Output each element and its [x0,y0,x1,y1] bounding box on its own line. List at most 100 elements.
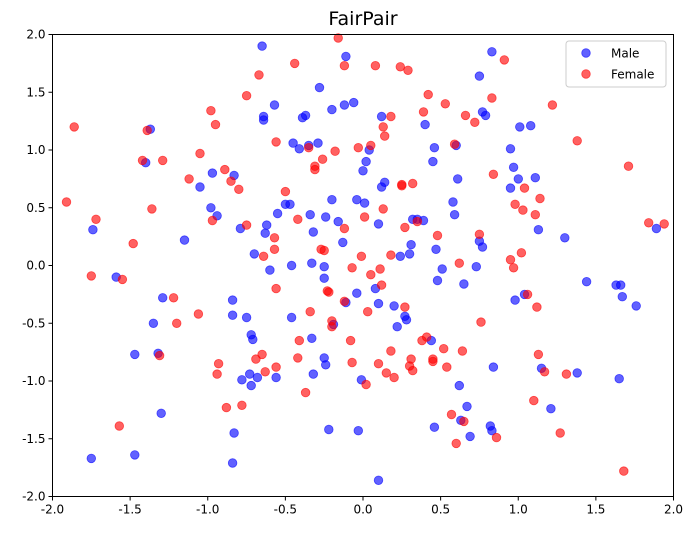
data-point-female [333,33,343,43]
data-point-female [561,369,572,379]
data-point-female [69,122,79,132]
y-tick-label: 1.0 [26,143,45,157]
data-point-female [128,238,138,249]
data-point-female [555,428,565,438]
data-point-female [476,317,486,327]
data-point-female [168,293,179,303]
data-point-male [373,475,384,486]
data-point-female [432,230,443,241]
data-point-male [358,166,368,176]
data-point-female [519,183,530,193]
data-point-male [157,293,168,303]
data-point-male [294,144,305,154]
data-point-male [560,233,570,243]
data-point-female [516,248,527,258]
data-point-male [229,428,239,438]
data-point-female [532,302,542,312]
data-point-male [227,310,238,320]
data-point-male [333,216,343,227]
data-point-male [465,431,475,442]
data-point-female [339,60,350,71]
data-point-female [459,416,469,427]
data-point-male [265,265,275,275]
x-tick-label: 1.5 [586,503,605,517]
data-point-female [234,184,244,195]
data-point-female [147,204,157,214]
data-point-female [491,432,502,443]
data-point-male [288,138,298,148]
data-point-female [378,204,388,214]
plot-frame [52,34,674,497]
data-point-female [226,176,236,186]
data-point-male [449,209,460,220]
data-point-male [319,262,329,272]
data-point-male [307,258,317,268]
data-point-female [210,119,221,130]
data-point-female [499,55,510,65]
points-layer [61,33,669,486]
data-point-female [330,146,340,156]
data-point-male [437,264,447,274]
data-point-female [271,362,281,372]
data-point-male [86,453,97,464]
y-tick-label: -1.5 [22,432,45,446]
data-point-male [515,122,525,132]
data-point-male [352,194,362,205]
data-point-female [86,271,97,281]
data-point-female [366,140,376,151]
data-point-male [432,275,443,286]
data-point-female [533,349,544,360]
data-point-male [285,199,295,210]
data-point-female [237,400,247,411]
data-point-male [406,239,416,250]
legend-marker-female [581,69,591,79]
data-point-male [404,249,415,259]
data-point-male [319,273,329,283]
data-point-female [271,283,281,294]
data-point-male [249,249,260,259]
y-axis: -2.0 -1.5 -1.0 -0.5 0.0 0.5 1.0 1.5 2.0 [22,28,53,504]
data-point-male [471,262,482,272]
data-point-male [420,119,430,130]
data-point-female [319,245,329,256]
data-point-male [581,277,592,287]
data-point-male [429,142,440,153]
data-point-female [446,409,457,420]
x-tick-label: -1.0 [196,503,219,517]
data-point-female [258,251,269,261]
data-point-female [221,402,232,413]
data-point-male [474,71,485,81]
data-point-female [207,215,218,226]
data-point-male [252,372,263,383]
data-point-male [361,156,371,167]
data-point-female [406,354,416,364]
data-point-female [347,357,357,368]
data-point-female [171,318,182,329]
data-point-female [193,309,204,319]
data-point-female [412,216,423,227]
x-tick-label: -0.5 [274,503,297,517]
data-point-male [448,197,458,207]
data-point-male [308,369,319,379]
data-point-female [659,219,669,229]
data-point-male [262,220,272,230]
data-point-female [518,205,528,215]
data-point-female [293,214,303,225]
data-point-male [487,426,497,436]
legend-label-female: Female [611,68,654,82]
data-point-male [352,288,362,298]
data-point-female [241,220,252,230]
data-point-female [442,362,452,372]
data-point-female [378,122,388,132]
data-point-female [460,110,471,121]
data-point-male [269,100,280,110]
data-point-male [401,315,412,325]
data-point-male [321,360,331,370]
data-point-female [619,466,629,476]
data-point-female [269,233,280,243]
data-point-female [373,359,384,369]
data-point-male [376,111,387,122]
data-point-male [341,51,351,62]
series-female [61,33,669,476]
data-point-male [207,168,218,178]
